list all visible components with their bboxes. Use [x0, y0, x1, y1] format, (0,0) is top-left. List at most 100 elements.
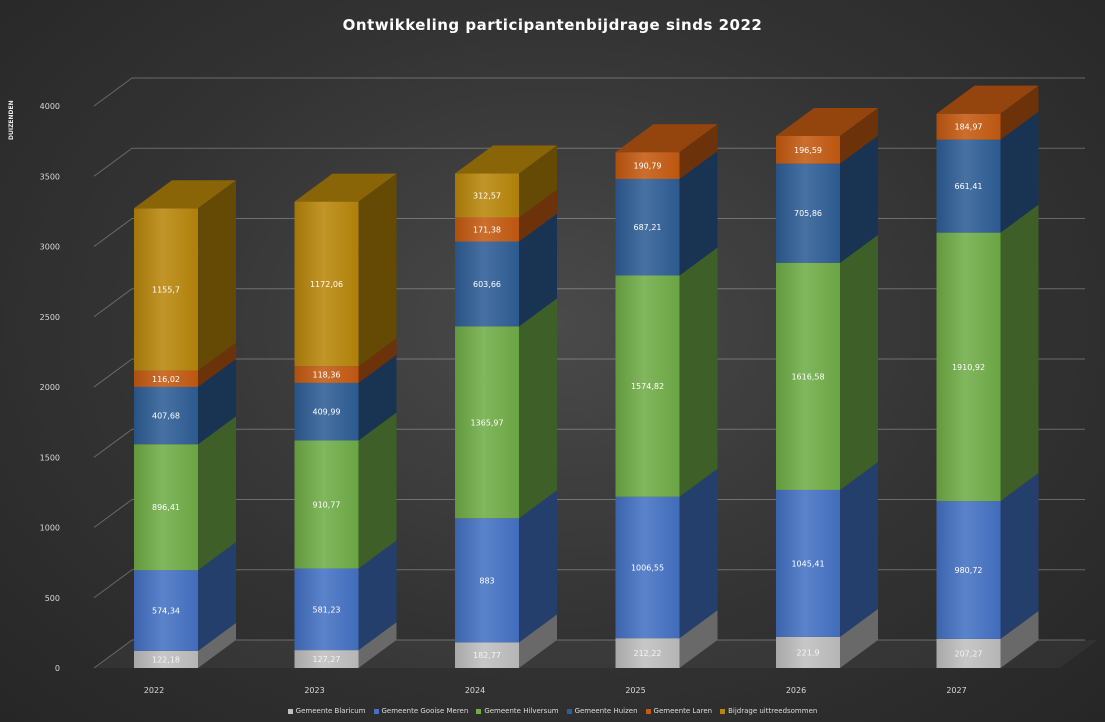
- legend-swatch: [476, 708, 482, 714]
- bar-segment: [936, 232, 1001, 502]
- bar-segment: [134, 570, 198, 651]
- bar-side: [198, 416, 236, 571]
- bar-segment: [134, 444, 198, 571]
- bar-side: [358, 622, 397, 668]
- legend-item: Gemeente Blaricum: [287, 707, 366, 715]
- legend-item: Bijdrage uittreedsommen: [720, 707, 817, 715]
- bar-segment: [134, 650, 198, 668]
- data-label: 687,21: [634, 223, 662, 232]
- bar-segment: [455, 173, 519, 218]
- bar-segment: [134, 386, 198, 445]
- bar-top: [134, 180, 236, 209]
- data-label: 190,79: [634, 162, 662, 171]
- y-tick-label: 0: [55, 664, 60, 673]
- y-tick-label: 2000: [40, 383, 60, 392]
- bar-segment: [776, 163, 840, 263]
- legend-swatch: [566, 708, 572, 714]
- bar-segment: [455, 326, 519, 519]
- gridline-depth: [93, 218, 133, 247]
- x-tick-label: 2026: [786, 686, 806, 695]
- data-label: 207,27: [955, 649, 983, 658]
- bar-side: [198, 358, 236, 445]
- y-tick-label: 1000: [40, 524, 60, 533]
- gridline-depth: [93, 569, 133, 599]
- bar-segment: [615, 275, 680, 497]
- bar-side: [198, 542, 236, 651]
- legend-label: Gemeente Gooise Meren: [381, 707, 469, 715]
- bar-side: [358, 338, 397, 383]
- bar-segment: [455, 518, 519, 643]
- x-tick-label: 2022: [144, 686, 164, 695]
- legend-label: Gemeente Hilversum: [484, 707, 559, 715]
- data-label: 603,66: [473, 280, 501, 289]
- data-label: 574,34: [152, 606, 180, 615]
- bar-side: [198, 342, 236, 387]
- bar-segment: [936, 113, 1001, 140]
- bar-side: [198, 180, 236, 371]
- data-label: 1910,92: [952, 363, 985, 372]
- gridline-depth: [93, 428, 133, 458]
- gridline-depth: [93, 147, 133, 177]
- data-label: 896,41: [152, 503, 180, 512]
- bar-segment: [936, 501, 1001, 639]
- bar-segment: [615, 178, 680, 276]
- bar-segment: [936, 638, 1001, 668]
- bar-side: [840, 108, 878, 164]
- bar-side: [840, 135, 878, 263]
- bar-segment: [294, 366, 359, 383]
- gridline-depth: [93, 499, 133, 528]
- x-tick-label: 2023: [304, 686, 324, 695]
- data-label: 1155,7: [152, 285, 180, 294]
- bar-side: [840, 608, 878, 668]
- bar-segment: [294, 440, 359, 569]
- bar-segment: [294, 568, 359, 651]
- bar-side: [1000, 473, 1039, 639]
- bar-side: [198, 622, 236, 668]
- data-label: 407,68: [152, 412, 180, 421]
- legend-label: Gemeente Blaricum: [295, 707, 366, 715]
- bar-segment: [776, 636, 840, 668]
- bar-segment: [455, 241, 519, 327]
- bar-side: [519, 189, 557, 242]
- bar-top: [294, 173, 397, 202]
- bar-segment: [776, 262, 840, 490]
- data-label: 212,22: [634, 649, 662, 658]
- gridline-depth: [93, 639, 133, 669]
- bar-segment: [615, 638, 680, 668]
- chart-title: Ontwikkeling participantenbijdrage sinds…: [342, 16, 763, 34]
- data-label: 122,18: [152, 655, 180, 664]
- bar-side: [840, 461, 878, 637]
- bar-side: [519, 614, 557, 668]
- bar-side: [1000, 111, 1039, 233]
- bar-segment: [615, 152, 680, 179]
- legend-item: Gemeente Gooise Meren: [373, 707, 469, 715]
- data-label: 312,57: [473, 191, 501, 200]
- bar-segment: [294, 650, 359, 668]
- bar-side: [1000, 204, 1039, 502]
- legend-item: Gemeente Huizen: [566, 707, 638, 715]
- legend-swatch: [645, 708, 651, 714]
- bar-side: [519, 298, 557, 519]
- legend-label: Gemeente Laren: [653, 707, 713, 715]
- data-label: 581,23: [313, 605, 341, 614]
- y-tick-label: 500: [45, 594, 60, 603]
- data-label: 118,36: [313, 371, 341, 380]
- data-label: 409,99: [313, 408, 341, 417]
- bar-segment: [134, 370, 198, 387]
- bar-top: [936, 85, 1039, 114]
- data-label: 1172,06: [310, 280, 343, 289]
- data-label: 980,72: [955, 566, 983, 575]
- bar-side: [679, 124, 718, 179]
- bar-side: [519, 145, 557, 218]
- data-label: 910,77: [313, 500, 341, 509]
- data-label: 1045,41: [791, 559, 824, 568]
- bar-segment: [776, 136, 840, 164]
- data-label: 705,86: [794, 209, 822, 218]
- bar-side: [519, 490, 557, 643]
- data-label: 661,41: [955, 182, 983, 191]
- legend-label: Gemeente Huizen: [574, 707, 638, 715]
- bar-top: [615, 124, 718, 153]
- bar-side: [840, 234, 878, 490]
- bar-side: [679, 150, 718, 276]
